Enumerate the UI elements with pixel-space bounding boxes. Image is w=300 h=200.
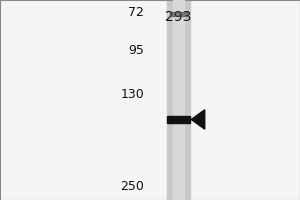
Bar [167, 116, 190, 123]
Polygon shape [191, 110, 205, 129]
Text: 250: 250 [120, 180, 144, 193]
Text: 130: 130 [120, 88, 144, 101]
Text: 72: 72 [128, 6, 144, 19]
Bar [170, 12, 187, 16]
Bar [167, 0, 190, 200]
Bar [173, 0, 184, 200]
Text: 293: 293 [165, 10, 192, 24]
Text: 95: 95 [128, 44, 144, 57]
